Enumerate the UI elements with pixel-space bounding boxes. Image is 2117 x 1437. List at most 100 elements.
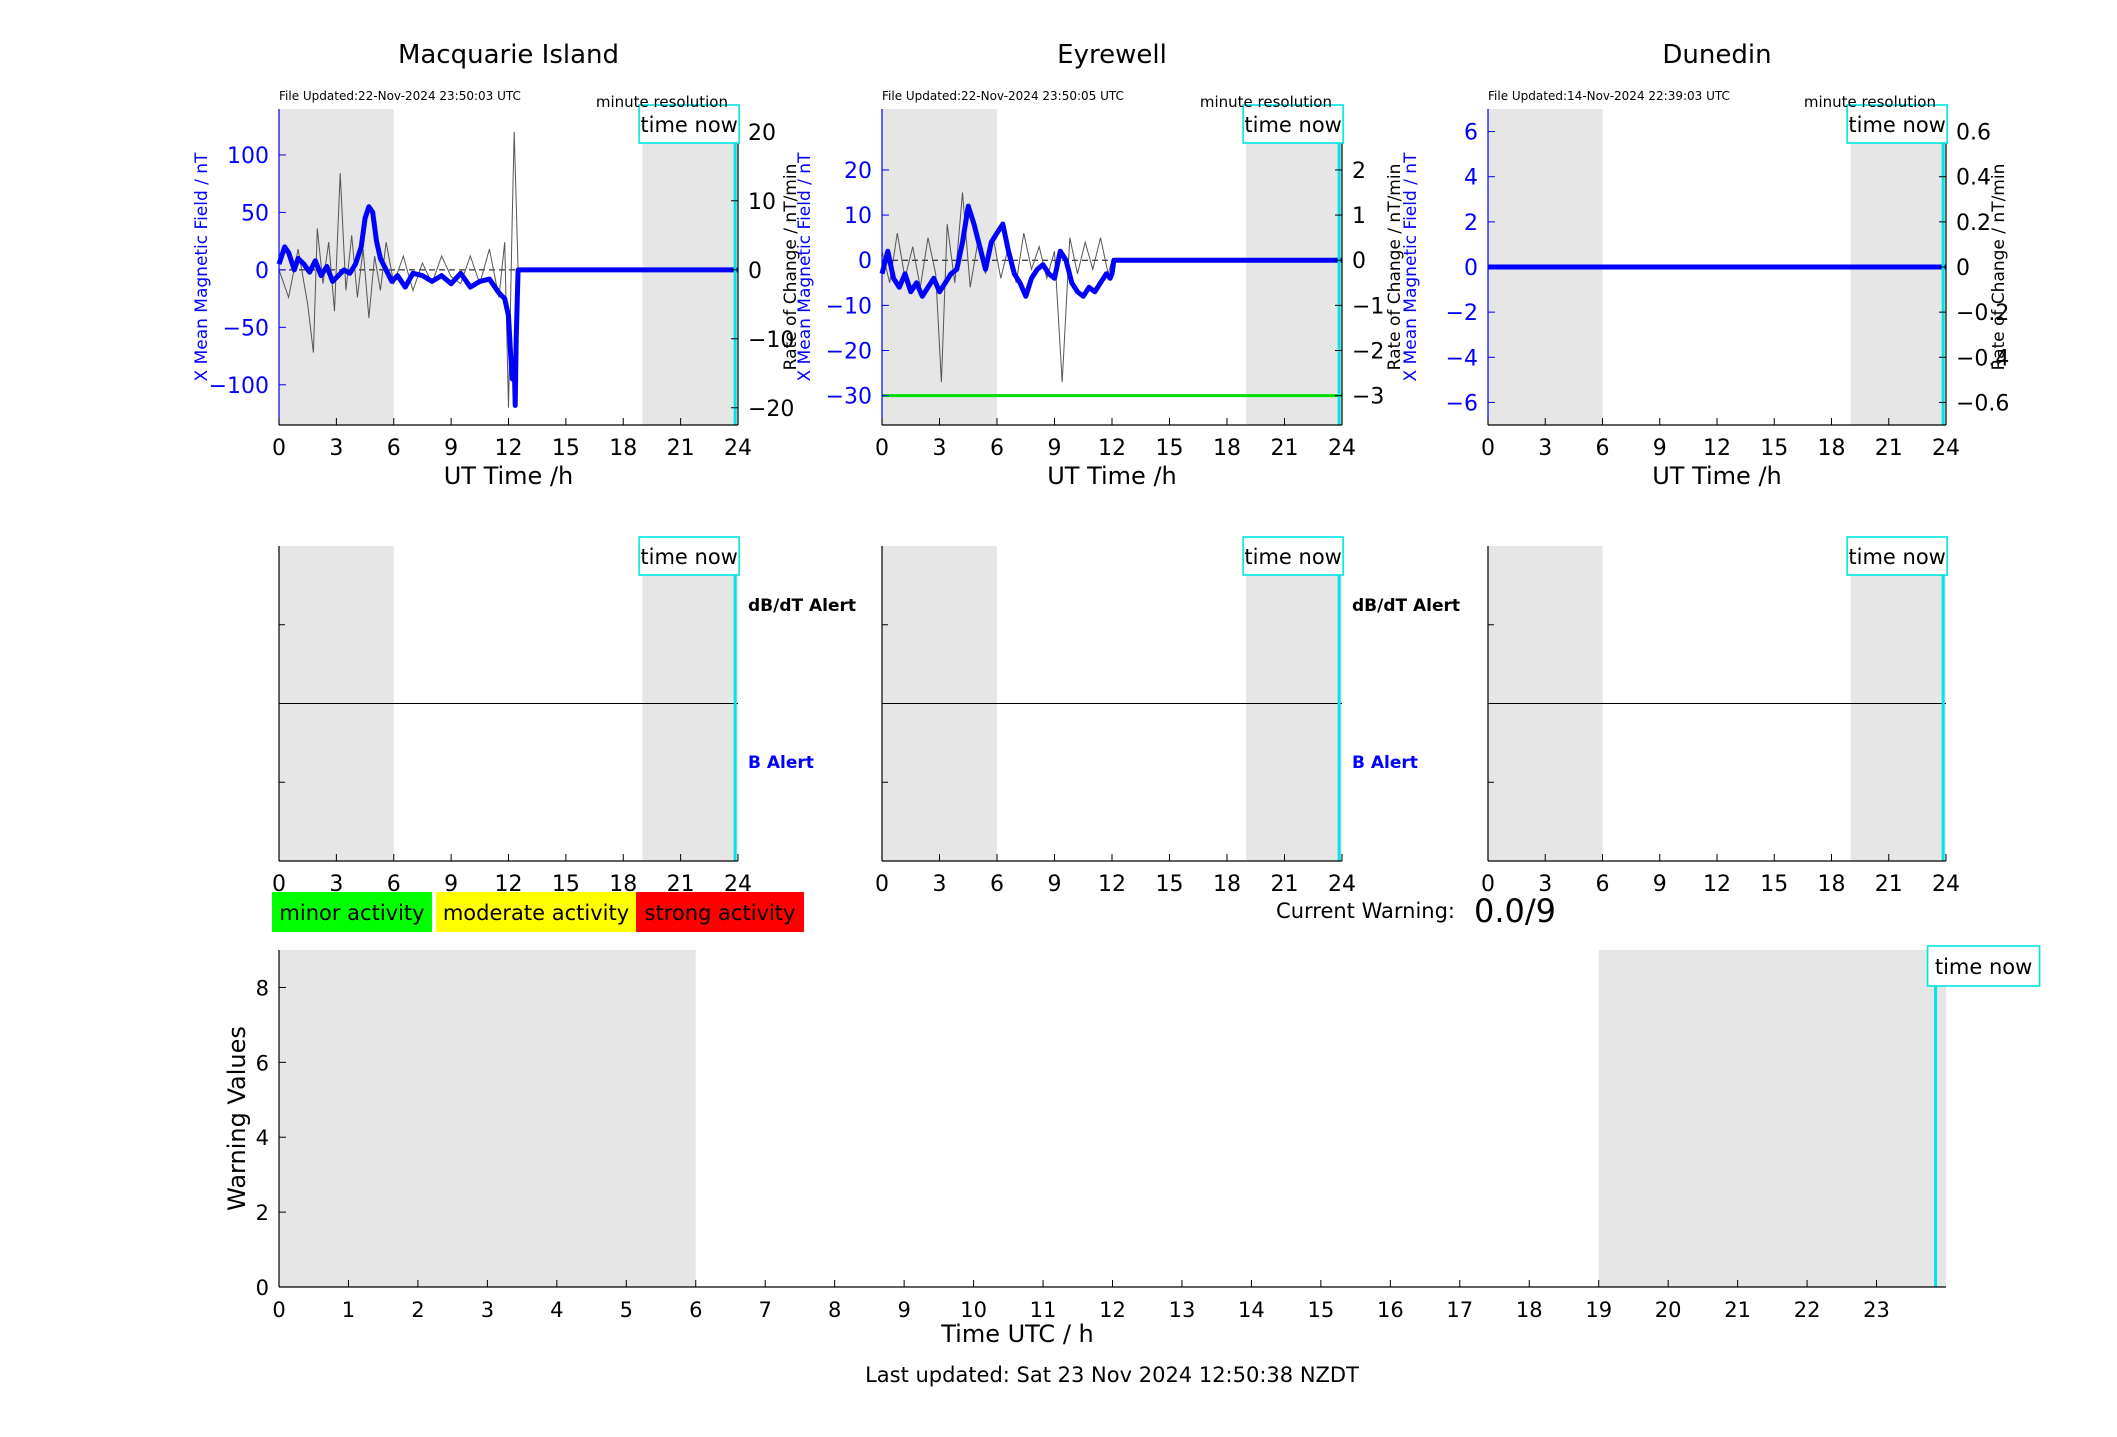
x-tick-label: 13: [1169, 1298, 1196, 1322]
x-tick-label: 0: [1481, 436, 1495, 461]
y-tick-label-left: 0: [255, 259, 269, 284]
x-tick-label: 3: [933, 436, 947, 461]
x-tick-label: 8: [828, 1298, 841, 1322]
x-tick-label: 9: [897, 1298, 910, 1322]
station-title: Eyrewell: [1057, 40, 1167, 70]
x-tick-label: 3: [329, 436, 343, 461]
x-tick-label: 6: [387, 436, 401, 461]
night-shading: [1598, 950, 1946, 1287]
y-tick-label-left: 10: [844, 204, 872, 229]
y-axis-label-left: X Mean Magnetic Field / nT: [192, 152, 212, 382]
x-tick-label: 3: [933, 872, 947, 897]
y-tick-label-right: −0.6: [1956, 391, 2009, 416]
x-tick-label: 24: [1328, 436, 1356, 461]
x-tick-label: 12: [1703, 436, 1731, 461]
time-now-box: [1926, 945, 2041, 987]
y-tick-label-left: −10: [826, 294, 872, 319]
y-tick-label-right: 0.6: [1956, 121, 1991, 146]
mean-field-series: [879, 203, 1342, 299]
x-tick-label: 20: [1655, 1298, 1682, 1322]
x-axis-label: UT Time /h: [1047, 462, 1177, 490]
x-tick-label: 18: [1213, 872, 1241, 897]
y-tick-label-left: 4: [1464, 166, 1478, 191]
rate-of-change-series: [278, 131, 519, 408]
x-tick-label: 21: [667, 436, 695, 461]
x-tick-label: 2: [411, 1298, 424, 1322]
y-tick-label-right: 0: [1352, 249, 1366, 274]
x-tick-label: 0: [875, 436, 889, 461]
resolution-label: minute resolution: [1200, 93, 1332, 111]
x-tick-label: 5: [620, 1298, 633, 1322]
x-tick-label: 15: [552, 436, 580, 461]
x-axis-label: UT Time /h: [1652, 462, 1782, 490]
x-tick-label: 18: [1818, 872, 1846, 897]
y-tick-label-left: 0: [858, 249, 872, 274]
db-dt-alert-label: dB/dT Alert: [748, 596, 856, 616]
last-updated: Last updated: Sat 23 Nov 2024 12:50:38 N…: [865, 1363, 1359, 1387]
time-now-label: time now: [640, 113, 737, 137]
y-tick-label-left: −2: [1446, 301, 1478, 326]
x-tick-label: 21: [1271, 872, 1299, 897]
time-now-box: [1242, 104, 1344, 144]
y-tick-label-left: 2: [1464, 211, 1478, 236]
x-tick-label: 3: [329, 872, 343, 897]
x-tick-label: 6: [1596, 436, 1610, 461]
x-tick-label: 12: [1703, 872, 1731, 897]
legend-label-strong: strong activity: [645, 901, 796, 925]
y-tick-label-right: 2: [1352, 159, 1366, 184]
x-tick-label: 0: [1481, 872, 1495, 897]
y-tick-label-left: 50: [241, 201, 269, 226]
y-tick-label-right: 10: [748, 190, 776, 215]
x-tick-label: 21: [1875, 436, 1903, 461]
time-now-box: [1846, 104, 1948, 144]
x-tick-label: 3: [481, 1298, 494, 1322]
y-tick-label-right: 0.4: [1956, 166, 1991, 191]
x-tick-label: 10: [960, 1298, 987, 1322]
x-tick-label: 14: [1238, 1298, 1265, 1322]
x-tick-label: 24: [724, 436, 752, 461]
legend-swatch-moderate: [436, 892, 636, 932]
time-now-label: time now: [1244, 545, 1341, 569]
y-tick-label: 4: [256, 1126, 269, 1150]
y-axis-label: Warning Values: [223, 1026, 251, 1211]
resolution-label: minute resolution: [596, 93, 728, 111]
time-now-label: time now: [1935, 955, 2032, 979]
x-tick-label: 15: [1156, 436, 1184, 461]
time-now-box: [638, 536, 740, 576]
x-axis-label: UT Time /h: [444, 462, 574, 490]
y-tick-label-right: −3: [1352, 385, 1384, 410]
x-tick-label: 18: [1818, 436, 1846, 461]
legend-swatch-minor: [272, 892, 432, 932]
resolution-label: minute resolution: [1804, 93, 1936, 111]
file-updated: File Updated:22-Nov-2024 23:50:05 UTC: [882, 89, 1124, 103]
time-now-label: time now: [1244, 113, 1341, 137]
time-now-label: time now: [1848, 113, 1945, 137]
y-tick-label: 6: [256, 1051, 269, 1075]
x-tick-label: 21: [1724, 1298, 1751, 1322]
station-title: Macquarie Island: [398, 40, 619, 70]
x-tick-label: 15: [1308, 1298, 1335, 1322]
y-tick-label-left: −6: [1446, 391, 1478, 416]
file-updated: File Updated:14-Nov-2024 22:39:03 UTC: [1488, 89, 1730, 103]
legend-label-minor: minor activity: [279, 901, 424, 925]
y-tick-label-left: −20: [826, 340, 872, 365]
x-tick-label: 12: [1098, 872, 1126, 897]
x-tick-label: 19: [1585, 1298, 1612, 1322]
x-tick-label: 22: [1794, 1298, 1821, 1322]
y-tick-label: 0: [256, 1276, 269, 1300]
x-tick-label: 24: [1932, 436, 1960, 461]
x-tick-label: 17: [1446, 1298, 1473, 1322]
y-tick-label-right: −1: [1352, 294, 1384, 319]
x-tick-label: 0: [272, 872, 286, 897]
y-tick-label: 2: [256, 1201, 269, 1225]
x-tick-label: 9: [1048, 436, 1062, 461]
x-tick-label: 24: [1328, 872, 1356, 897]
x-tick-label: 18: [1516, 1298, 1543, 1322]
x-tick-label: 6: [1596, 872, 1610, 897]
x-tick-label: 21: [1875, 872, 1903, 897]
x-tick-label: 3: [1538, 436, 1552, 461]
x-axis-label: Time UTC / h: [940, 1320, 1094, 1348]
time-now-box: [638, 104, 740, 144]
x-tick-label: 1: [342, 1298, 355, 1322]
time-now-label: time now: [1848, 545, 1945, 569]
